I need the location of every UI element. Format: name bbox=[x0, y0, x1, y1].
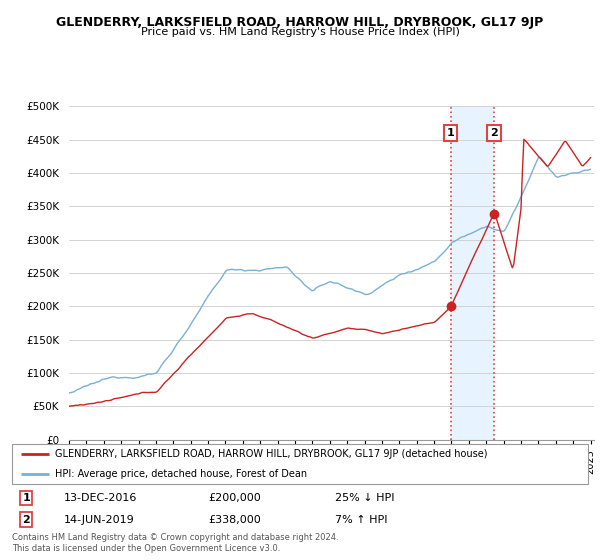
Text: 1: 1 bbox=[23, 493, 30, 503]
Text: Contains HM Land Registry data © Crown copyright and database right 2024.
This d: Contains HM Land Registry data © Crown c… bbox=[12, 533, 338, 553]
Text: HPI: Average price, detached house, Forest of Dean: HPI: Average price, detached house, Fore… bbox=[55, 469, 307, 479]
Text: 14-JUN-2019: 14-JUN-2019 bbox=[64, 515, 134, 525]
Text: Price paid vs. HM Land Registry's House Price Index (HPI): Price paid vs. HM Land Registry's House … bbox=[140, 27, 460, 37]
FancyBboxPatch shape bbox=[12, 444, 588, 484]
Text: GLENDERRY, LARKSFIELD ROAD, HARROW HILL, DRYBROOK, GL17 9JP (detached house): GLENDERRY, LARKSFIELD ROAD, HARROW HILL,… bbox=[55, 449, 488, 459]
Text: £200,000: £200,000 bbox=[208, 493, 260, 503]
Text: GLENDERRY, LARKSFIELD ROAD, HARROW HILL, DRYBROOK, GL17 9JP: GLENDERRY, LARKSFIELD ROAD, HARROW HILL,… bbox=[56, 16, 544, 29]
Text: £338,000: £338,000 bbox=[208, 515, 260, 525]
Text: 1: 1 bbox=[447, 128, 454, 138]
Bar bbox=[451, 106, 494, 440]
Text: 13-DEC-2016: 13-DEC-2016 bbox=[64, 493, 137, 503]
Text: 2: 2 bbox=[23, 515, 30, 525]
Text: 7% ↑ HPI: 7% ↑ HPI bbox=[335, 515, 387, 525]
Text: 25% ↓ HPI: 25% ↓ HPI bbox=[335, 493, 394, 503]
Text: 2: 2 bbox=[490, 128, 498, 138]
